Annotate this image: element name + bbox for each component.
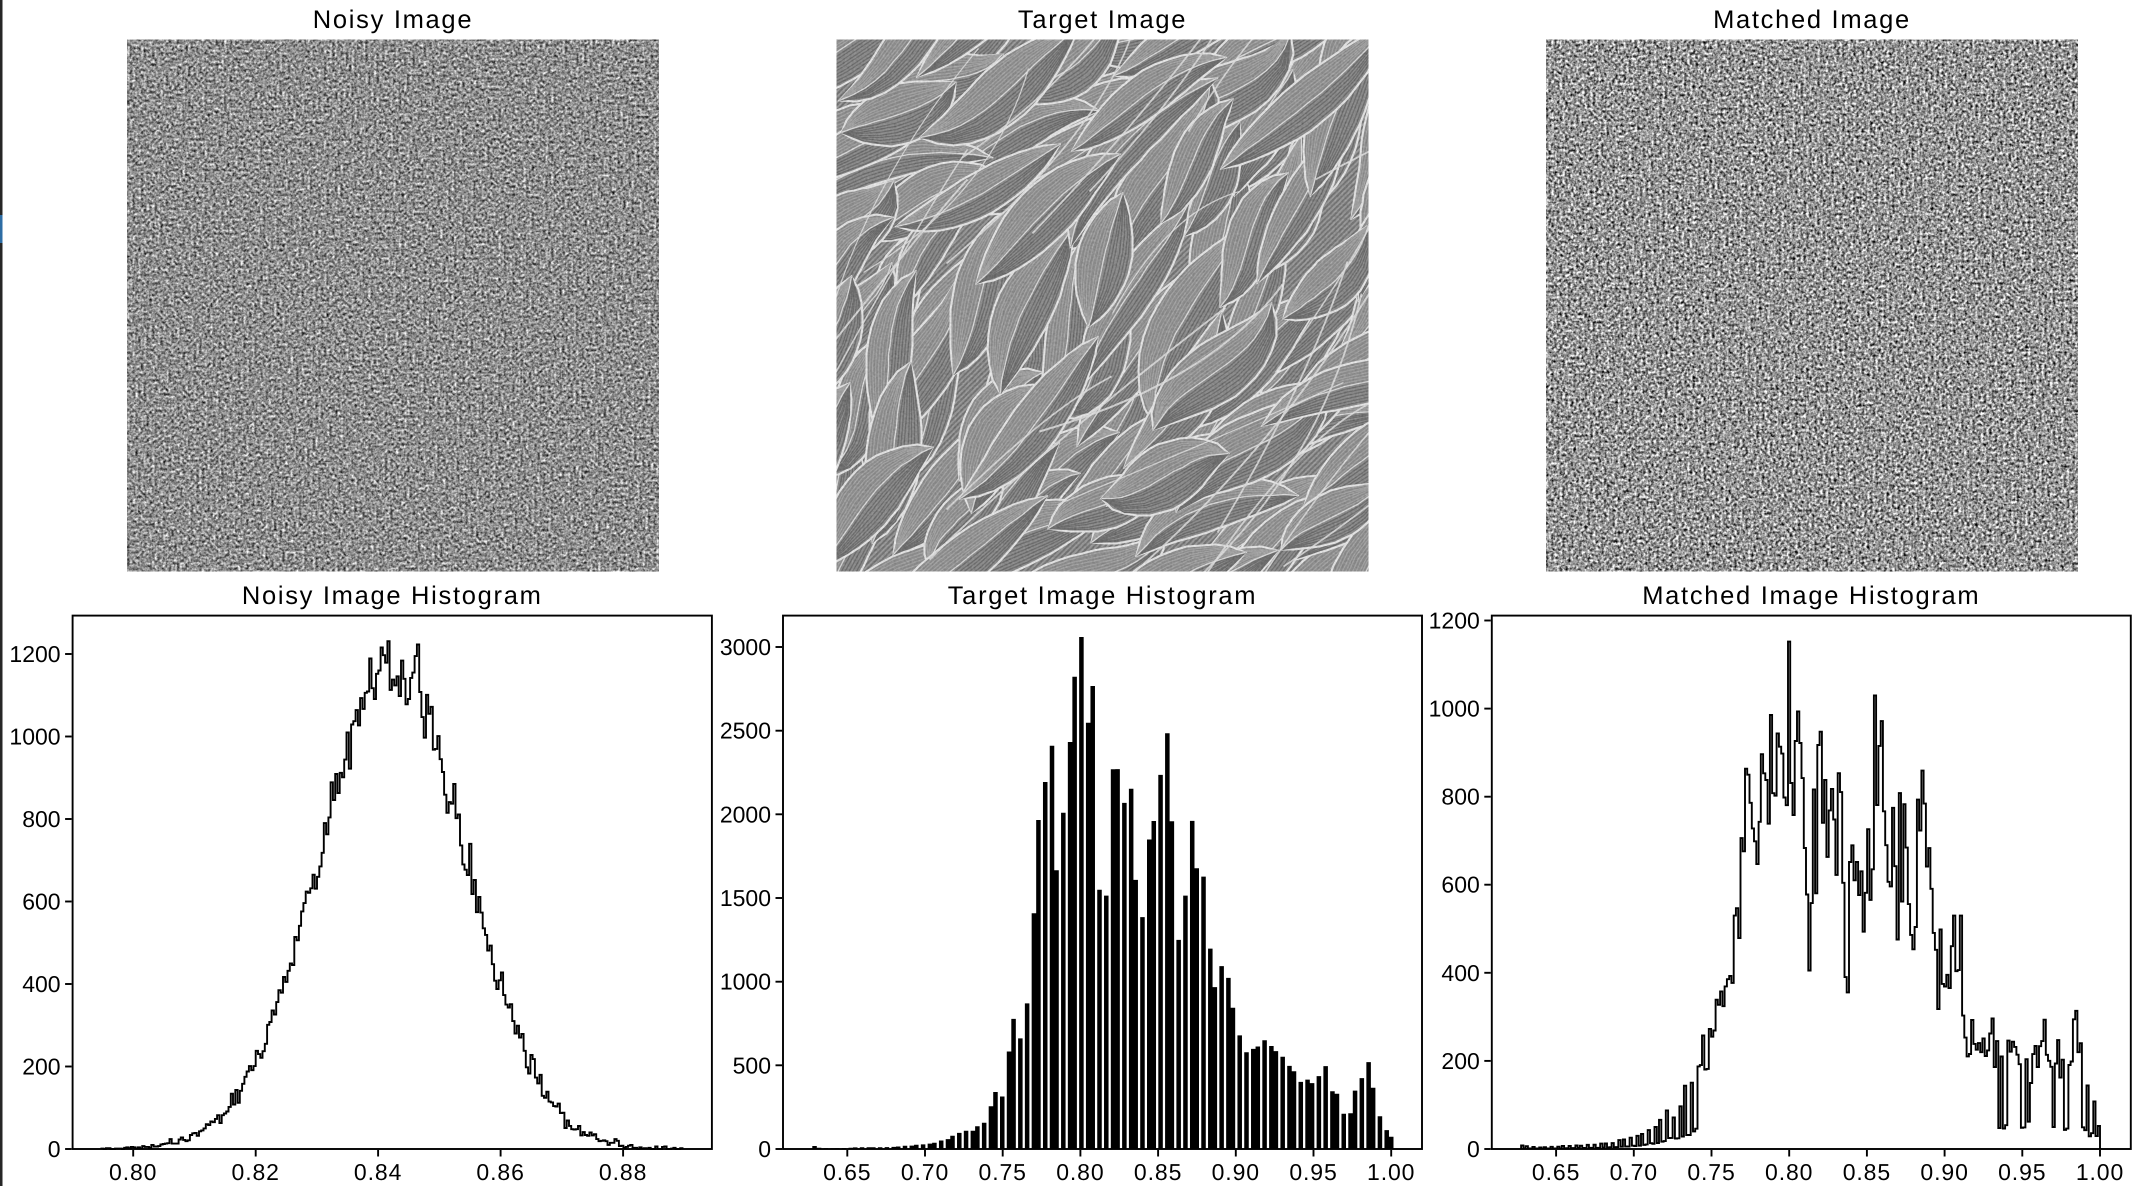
svg-text:Matched Image: Matched Image	[1713, 6, 1911, 34]
svg-text:200: 200	[1441, 1048, 1479, 1074]
svg-text:200: 200	[22, 1054, 60, 1080]
svg-text:400: 400	[22, 971, 60, 997]
svg-text:1000: 1000	[9, 724, 60, 750]
svg-text:0.80: 0.80	[109, 1159, 157, 1185]
svg-text:0.95: 0.95	[1998, 1159, 2046, 1185]
svg-text:0: 0	[758, 1136, 771, 1162]
svg-text:1000: 1000	[1429, 696, 1480, 722]
svg-text:Matched Image Histogram: Matched Image Histogram	[1642, 582, 1980, 610]
svg-text:Noisy Image: Noisy Image	[313, 6, 473, 34]
svg-text:400: 400	[1441, 960, 1479, 986]
svg-text:0.90: 0.90	[1920, 1159, 1968, 1185]
svg-text:Target Image Histogram: Target Image Histogram	[948, 582, 1258, 610]
svg-text:800: 800	[22, 806, 60, 832]
svg-text:2000: 2000	[720, 801, 771, 827]
svg-text:600: 600	[1441, 872, 1479, 898]
svg-text:500: 500	[733, 1052, 771, 1078]
svg-text:0.85: 0.85	[1843, 1159, 1891, 1185]
svg-text:2500: 2500	[720, 718, 771, 744]
svg-text:0: 0	[48, 1136, 61, 1162]
svg-text:0.86: 0.86	[476, 1159, 524, 1185]
svg-text:1000: 1000	[720, 969, 771, 995]
svg-text:0.84: 0.84	[354, 1159, 402, 1185]
svg-text:Noisy Image Histogram: Noisy Image Histogram	[242, 582, 543, 610]
svg-text:0.80: 0.80	[1765, 1159, 1813, 1185]
svg-text:1.00: 1.00	[1367, 1159, 1415, 1185]
svg-text:0.65: 0.65	[823, 1159, 871, 1185]
svg-text:0.88: 0.88	[599, 1159, 647, 1185]
svg-text:0.80: 0.80	[1056, 1159, 1104, 1185]
svg-text:0: 0	[1467, 1136, 1480, 1162]
svg-text:0.75: 0.75	[1687, 1159, 1735, 1185]
svg-text:1500: 1500	[720, 885, 771, 911]
svg-text:0.90: 0.90	[1212, 1159, 1260, 1185]
svg-text:1200: 1200	[9, 641, 60, 667]
svg-text:0.65: 0.65	[1532, 1159, 1580, 1185]
svg-text:0.75: 0.75	[979, 1159, 1027, 1185]
svg-text:1200: 1200	[1429, 608, 1480, 634]
svg-text:1.00: 1.00	[2076, 1159, 2124, 1185]
svg-text:800: 800	[1441, 784, 1479, 810]
svg-text:0.70: 0.70	[901, 1159, 949, 1185]
svg-text:0.85: 0.85	[1134, 1159, 1182, 1185]
svg-text:3000: 3000	[720, 634, 771, 660]
svg-text:0.95: 0.95	[1289, 1159, 1337, 1185]
svg-text:600: 600	[22, 889, 60, 915]
svg-text:0.70: 0.70	[1610, 1159, 1658, 1185]
svg-text:0.82: 0.82	[232, 1159, 280, 1185]
svg-text:Target Image: Target Image	[1018, 6, 1187, 34]
